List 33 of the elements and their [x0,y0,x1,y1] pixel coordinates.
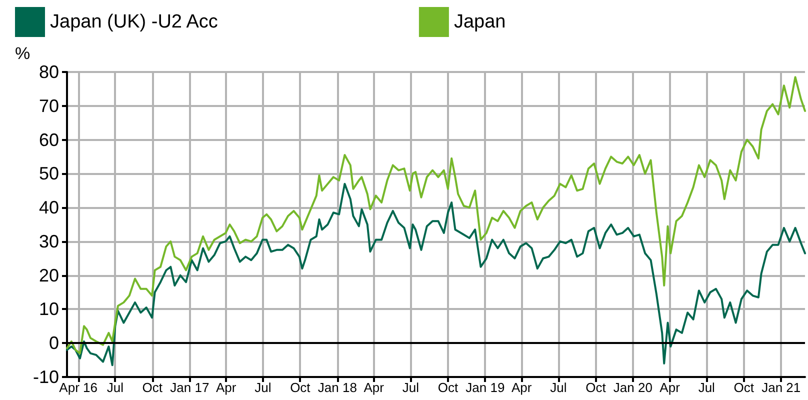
x-tick-label: Jan 18 [318,380,357,395]
x-tick-label: Oct [142,380,163,395]
x-tick-label: Oct [734,380,754,395]
x-tick-label: Apr [364,380,385,395]
x-tick-label: Jul [550,380,567,395]
y-tick-label: 10 [38,299,59,320]
x-tick-label: Jan 19 [466,380,505,395]
x-tick-label: Oct [438,380,458,395]
y-axis-title: % [15,44,30,63]
x-tick-label: Oct [290,380,311,395]
x-tick-label: Jul [698,380,716,395]
y-tick-label: 20 [38,265,59,286]
x-tick-label: Oct [586,380,606,395]
x-tick-label: Jan 21 [762,380,801,395]
x-tick-label: Apr [660,380,681,395]
x-tick-label: Apr [216,380,237,395]
x-tick-label: Jul [402,380,420,395]
x-tick-label: Jan 20 [613,380,652,395]
legend-label: Japan (UK) -U2 Acc [50,12,218,32]
x-tick-label: Apr [512,380,532,395]
y-tick-label: 60 [38,130,59,150]
y-tick-label: 70 [38,96,59,116]
x-tick-label: Jan 17 [170,380,210,395]
x-tick-label: Jul [106,380,124,395]
y-tick-label: 40 [38,198,59,218]
y-tick-label: -10 [32,367,59,387]
x-tick-label: Jul [254,380,272,395]
legend-label: Japan [454,12,506,32]
y-tick-label: 0 [48,333,59,354]
y-tick-label: 30 [38,231,59,252]
y-tick-label: 50 [38,164,59,184]
y-tick-label: 80 [38,62,59,82]
x-tick-label: Apr 16 [59,380,98,395]
